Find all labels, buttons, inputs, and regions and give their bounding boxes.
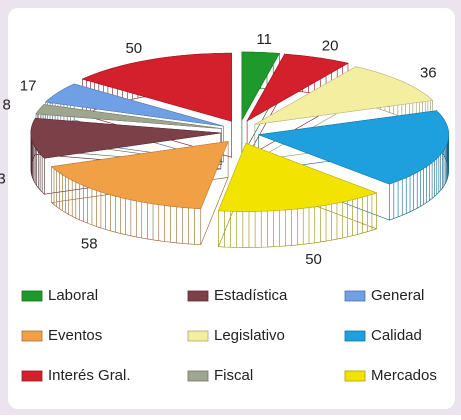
slice-top — [50, 141, 229, 210]
legend-swatch — [187, 370, 209, 382]
legend-swatch — [344, 330, 366, 342]
slice — [30, 117, 222, 195]
legend-label: General — [371, 287, 424, 304]
slice — [241, 51, 280, 158]
legend-swatch — [187, 330, 209, 342]
legend-label: Mercados — [371, 367, 437, 384]
legend-label: Laboral — [48, 287, 98, 304]
slice-top — [258, 110, 450, 185]
slice-top — [35, 104, 222, 129]
slice — [258, 109, 450, 221]
slice-top — [241, 51, 280, 122]
legend-swatch — [187, 290, 209, 302]
slice-top — [44, 83, 224, 127]
legend-label: Legislativo — [214, 327, 285, 344]
legend-swatch — [21, 290, 43, 302]
legend-swatch — [344, 290, 366, 302]
slice-top — [246, 53, 349, 122]
legend-label: Calidad — [371, 327, 422, 344]
data-label: 36 — [420, 65, 437, 82]
slice-top — [81, 52, 232, 122]
data-label: 11 — [256, 31, 272, 48]
legend-label: Interés Gral. — [48, 367, 131, 384]
data-label: 8 — [3, 97, 11, 114]
legend-swatch — [344, 370, 366, 382]
legend-label: Estadística — [214, 287, 288, 304]
slice — [50, 141, 229, 246]
data-label: 50 — [125, 40, 142, 57]
slice-top — [218, 143, 378, 212]
data-label: 17 — [20, 78, 37, 95]
slice — [218, 143, 378, 248]
slice-top — [254, 66, 434, 125]
data-label: 33 — [0, 170, 6, 187]
legend-label: Eventos — [48, 327, 102, 344]
data-label: 50 — [305, 251, 322, 268]
legend-swatch — [21, 330, 43, 342]
data-label: 58 — [81, 235, 98, 252]
legend-swatch — [21, 370, 43, 382]
legend-label: Fiscal — [214, 367, 253, 384]
data-label: 20 — [322, 37, 339, 54]
slice-top — [30, 118, 221, 159]
